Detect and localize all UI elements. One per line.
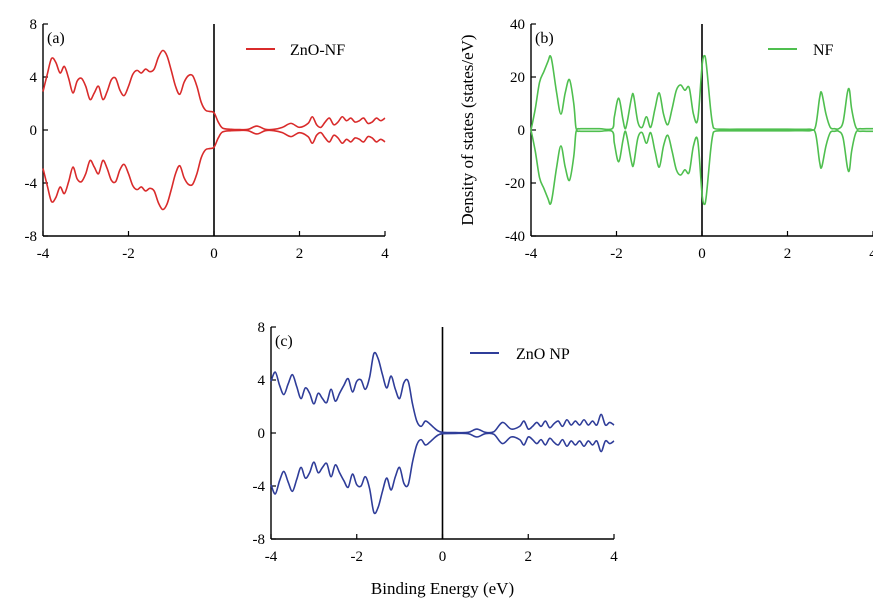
legend-label: NF — [813, 42, 834, 59]
legend-label: ZnO NP — [516, 346, 570, 363]
y-tick-label: 0 — [30, 123, 38, 139]
x-tick-label: 4 — [610, 549, 618, 565]
series-line-upper — [270, 351, 615, 434]
y-tick-label: -20 — [505, 176, 525, 192]
panel-label: (c) — [275, 333, 293, 350]
x-tick-label: -2 — [122, 246, 135, 262]
y-tick-label: 0 — [258, 426, 266, 442]
y-tick-label: 20 — [510, 70, 525, 86]
panel-label: (b) — [535, 30, 554, 47]
y-tick-label: 8 — [258, 320, 266, 336]
series-line-lower — [42, 129, 386, 211]
y-tick-label: 4 — [258, 373, 266, 389]
series-line-lower — [530, 129, 873, 206]
legend-label: ZnO-NF — [290, 42, 345, 59]
y-tick-label: -8 — [253, 532, 266, 548]
y-tick-label: -4 — [25, 176, 38, 192]
series-line-lower — [270, 432, 615, 515]
x-tick-label: -4 — [525, 246, 538, 262]
x-tick-label: 4 — [381, 246, 389, 262]
x-tick-label: 0 — [439, 549, 447, 565]
series-line-upper — [530, 54, 873, 131]
x-tick-label: 2 — [296, 246, 304, 262]
x-tick-label: 2 — [784, 246, 792, 262]
y-tick-label: -4 — [253, 479, 266, 495]
panel-label: (a) — [47, 30, 65, 47]
x-tick-label: -2 — [610, 246, 623, 262]
y-tick-label: -40 — [505, 229, 525, 245]
y-tick-label: -8 — [25, 229, 38, 245]
x-tick-label: -2 — [351, 549, 364, 565]
x-tick-label: 0 — [210, 246, 218, 262]
x-axis-label: Binding Energy (eV) — [371, 579, 514, 598]
x-tick-label: 2 — [525, 549, 533, 565]
y-tick-label: 40 — [510, 17, 525, 33]
x-tick-label: -4 — [265, 549, 278, 565]
x-tick-label: 0 — [698, 246, 706, 262]
y-tick-label: 4 — [30, 70, 38, 86]
y-axis-label: Density of states (states/eV) — [458, 34, 477, 225]
x-tick-label: -4 — [37, 246, 50, 262]
y-tick-label: 0 — [518, 123, 526, 139]
y-tick-label: 8 — [30, 17, 38, 33]
series-line-upper — [42, 49, 386, 131]
x-tick-label: 4 — [869, 246, 873, 262]
